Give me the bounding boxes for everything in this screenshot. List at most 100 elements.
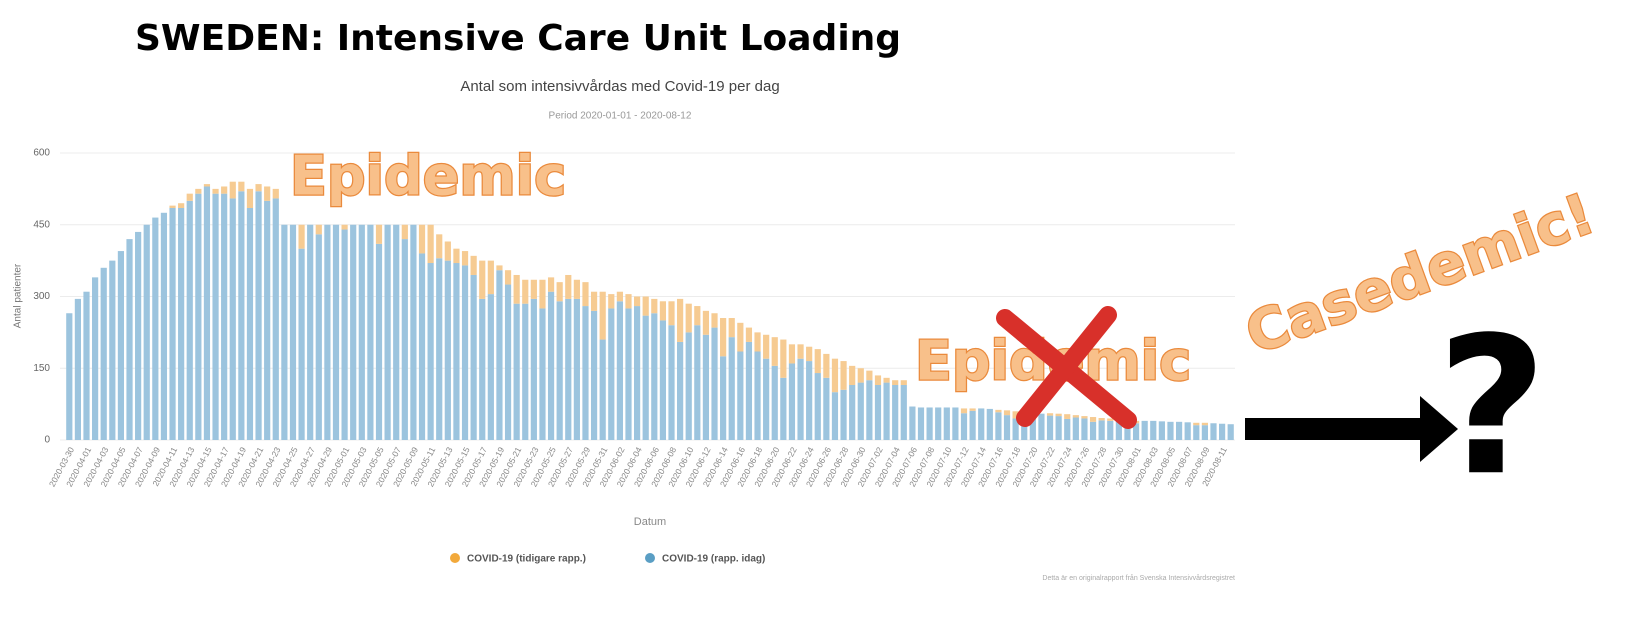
bar-segment <box>677 298 684 342</box>
bar-segment <box>616 291 623 302</box>
bar-segment <box>160 212 168 440</box>
bar-segment <box>745 327 753 342</box>
question-mark: ? <box>1437 296 1547 517</box>
bar-segment <box>504 270 512 285</box>
bar-segment <box>763 358 770 440</box>
bar-segment <box>737 322 744 352</box>
source-note: Detta är en originalrapport från Svenska… <box>1042 574 1235 582</box>
bar-segment <box>788 363 796 440</box>
bar-segment <box>1064 414 1071 419</box>
bar-segment <box>599 291 606 340</box>
bar-segment <box>1193 422 1200 426</box>
bar-segment <box>453 263 460 440</box>
arrow <box>1245 396 1458 462</box>
bar-segment <box>350 224 357 440</box>
bar-segment <box>814 349 821 374</box>
bar-segment <box>341 229 348 440</box>
bar-segment <box>117 251 125 440</box>
bar-segment <box>1107 418 1114 421</box>
bar-segment <box>178 203 185 209</box>
bar-segment <box>659 320 667 440</box>
bar-segment <box>1046 413 1054 416</box>
bar-segment <box>866 380 873 440</box>
bar-segment <box>754 351 761 440</box>
y-axis-label: Antal patienter <box>13 263 24 328</box>
bar-segment <box>806 346 813 362</box>
bar-segment <box>401 239 408 440</box>
bar-segment <box>788 344 796 364</box>
bar-segment <box>874 384 882 440</box>
bar-segment <box>264 186 271 201</box>
bar-segment <box>702 334 710 440</box>
bar-segment <box>1089 417 1097 422</box>
y-tick-label: 600 <box>33 148 50 159</box>
bar-segment <box>221 193 228 440</box>
bar-segment <box>1012 411 1019 419</box>
bar-segment <box>685 303 692 333</box>
legend-swatch <box>645 553 655 563</box>
bar-segment <box>298 224 305 249</box>
bar-segment <box>754 332 761 352</box>
bar-segment <box>960 413 968 440</box>
legend-swatch <box>450 553 460 563</box>
bar-segment <box>1218 423 1226 440</box>
bar-segment <box>892 380 899 385</box>
bar-segment <box>479 260 486 299</box>
bar-segment <box>461 265 469 440</box>
y-tick-label: 0 <box>44 435 50 446</box>
bar-segment <box>849 384 856 440</box>
legend: COVID-19 (tidigare rapp.) COVID-19 (rapp.… <box>450 553 765 565</box>
bar-segment <box>229 198 236 440</box>
bar-segment <box>1003 410 1011 416</box>
bar-segment <box>806 361 813 440</box>
bar-segment <box>1227 424 1234 440</box>
bar-segment <box>418 224 426 254</box>
legend-label: COVID-19 (rapp. idag) <box>662 554 765 565</box>
bar-segment <box>797 358 804 440</box>
bar-segment <box>900 380 907 385</box>
bar-segment <box>935 407 942 440</box>
bar-segment <box>960 408 968 414</box>
bar-segment <box>651 298 658 314</box>
bar-segment <box>255 191 262 440</box>
bar-segment <box>556 282 563 302</box>
bar-segment <box>272 198 279 440</box>
bar-segment <box>625 294 632 309</box>
bar-segment <box>720 318 727 357</box>
chart-title: Antal som intensivvårdas med Covid-19 pe… <box>460 78 779 95</box>
bar-segment <box>720 356 727 440</box>
bar-segment <box>547 277 555 292</box>
bar-segment <box>633 306 641 440</box>
bar-segment <box>694 325 701 440</box>
bar-segment <box>1089 421 1097 440</box>
bar-segment <box>1098 417 1105 421</box>
bar-segment <box>298 248 305 440</box>
bar-segment <box>375 224 383 244</box>
bar-segment <box>83 291 90 440</box>
bar-segment <box>453 248 460 264</box>
bar-segment <box>289 224 297 440</box>
bar-segment <box>66 313 73 440</box>
bar-segment <box>978 408 985 440</box>
bar-segment <box>522 279 529 304</box>
bar-segment <box>427 224 434 264</box>
bar-segment <box>126 239 133 440</box>
bar-segment <box>1003 415 1011 440</box>
bar-segment <box>1072 415 1079 418</box>
bar-segment <box>195 188 202 194</box>
bar-segment <box>969 408 976 411</box>
bar-segment <box>479 298 486 440</box>
bar-segment <box>1115 421 1122 440</box>
bar-segment <box>461 251 469 266</box>
bar-segment <box>771 365 778 440</box>
y-tick-label: 450 <box>33 219 50 230</box>
bar-segment <box>444 241 451 261</box>
arrow-shaft <box>1245 418 1425 440</box>
bar-segment <box>763 334 770 359</box>
bar-segment <box>410 224 417 440</box>
bar-segment <box>780 339 787 378</box>
plot-area: 01503004506002020-03-302020-04-012020-04… <box>33 148 1235 488</box>
bar-segment <box>530 298 537 440</box>
bar-segment <box>711 327 718 440</box>
bar-segment <box>384 224 391 440</box>
